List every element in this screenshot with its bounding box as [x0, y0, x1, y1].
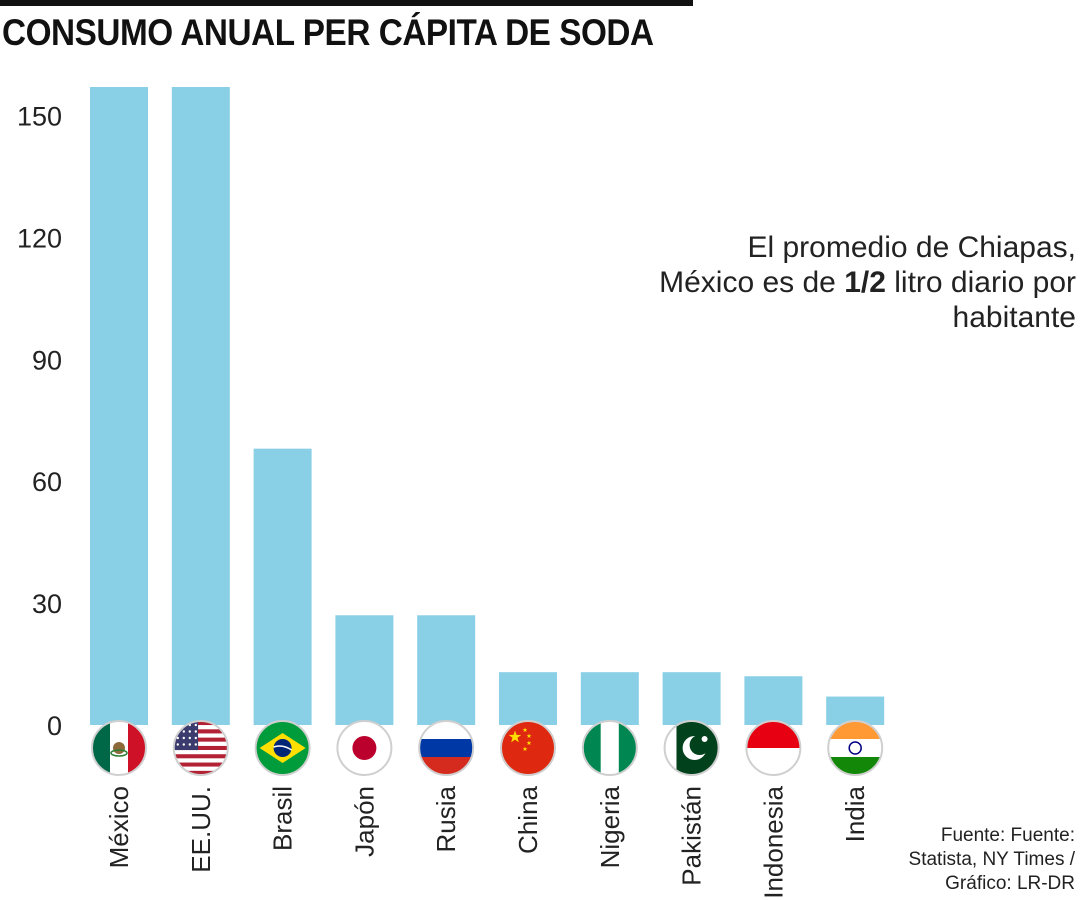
bar-8 — [744, 676, 803, 725]
annotation-text: El promedio de Chiapas, México es de — [659, 231, 1076, 299]
brazil-flag-icon — [254, 720, 311, 776]
bars — [90, 87, 885, 725]
x-tick-label: Rusia — [431, 785, 461, 852]
x-tick-label: Nigeria — [595, 785, 625, 868]
russia-flag-icon — [418, 720, 475, 776]
y-tick-label: 90 — [32, 345, 62, 375]
nigeria-flag-icon — [581, 720, 638, 776]
bar-6 — [580, 672, 639, 725]
y-tick-label: 60 — [32, 467, 62, 497]
mexico-flag-icon — [91, 720, 147, 776]
annotation-highlight: 1/2 — [844, 266, 886, 299]
bar-7 — [662, 672, 721, 725]
japan-flag-icon — [336, 720, 393, 776]
x-tick-label: India — [840, 785, 870, 842]
china-flag-icon — [500, 720, 556, 776]
x-tick-label: Japón — [349, 786, 379, 857]
pakistan-flag-icon — [663, 720, 720, 776]
bar-1 — [171, 87, 230, 725]
bar-0 — [90, 87, 148, 725]
bar-3 — [335, 615, 394, 725]
x-tick-label: Pakistán — [677, 786, 707, 886]
x-axis-labels: México EE.UU. Brasil Japón Rusia China Nigeria… — [104, 785, 870, 898]
usa-flag-icon — [172, 720, 229, 776]
source-note: Fuente: Fuente: Statista, NY Times / Grá… — [908, 825, 1075, 894]
annotation-text-end: litro diario por habitante — [885, 266, 1076, 334]
bar-5 — [499, 672, 557, 725]
annotation: El promedio de Chiapas, México es de 1/2… — [656, 230, 1076, 335]
x-tick-label: China — [513, 785, 543, 853]
x-tick-label: Brasil — [268, 786, 298, 851]
bar-4 — [417, 615, 476, 725]
x-tick-label: México — [104, 786, 134, 868]
y-tick-label: 150 — [17, 101, 62, 131]
y-tick-label: 120 — [17, 223, 62, 253]
india-flag-icon — [827, 720, 884, 776]
top-rule — [0, 0, 693, 6]
y-tick-label: 0 — [47, 711, 62, 741]
x-tick-label: EE.UU. — [186, 786, 216, 873]
x-tick-label: Indonesia — [758, 785, 788, 898]
bar-2 — [253, 448, 312, 725]
y-tick-label: 30 — [32, 589, 62, 619]
y-axis-ticks: 0 30 60 90 120 150 — [17, 101, 62, 741]
indonesia-flag-icon — [745, 720, 802, 776]
chart-title: CONSUMO ANUAL PER CÁPITA DE SODA — [2, 12, 654, 53]
flags — [91, 720, 884, 776]
